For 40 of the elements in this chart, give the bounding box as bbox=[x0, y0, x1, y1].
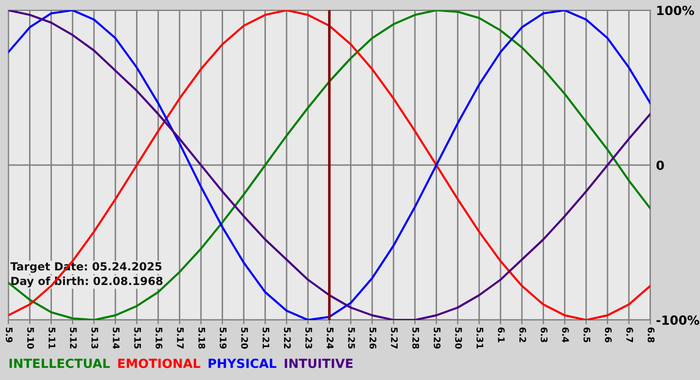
x-tick-label: 5.20 bbox=[241, 328, 248, 349]
text: INTELLECTUAL bbox=[10, 358, 110, 368]
x-tick-label: 5.11 bbox=[48, 328, 56, 349]
x-tick-label: 5.21 bbox=[262, 328, 270, 349]
x-tick-label: 6.3 bbox=[540, 327, 548, 342]
annotation: Day of birth: 02.08.1968 bbox=[11, 276, 163, 288]
x-tick-label: 5.10 bbox=[27, 328, 34, 349]
x-tick-label: 6.5 bbox=[583, 327, 590, 342]
x-tick-label: 5.31 bbox=[476, 328, 484, 349]
x-tick-label: 5.29 bbox=[434, 328, 441, 349]
x-tick-label: 6.4 bbox=[562, 327, 569, 342]
x-tick-label: 5.24 bbox=[326, 328, 334, 349]
y-tick-label: -100% bbox=[656, 315, 700, 325]
x-tick-label: 5.28 bbox=[412, 328, 420, 349]
text: INTUITIVE bbox=[284, 358, 353, 368]
x-tick-label: 6.6 bbox=[604, 327, 612, 342]
x-tick-label: 5.22 bbox=[284, 328, 291, 348]
x-tick-label: 5.25 bbox=[348, 328, 355, 349]
x-tick-label: 5.9 bbox=[6, 328, 13, 342]
y-tick-label: 0 bbox=[656, 160, 664, 170]
x-tick-label: 6.8 bbox=[648, 327, 655, 342]
x-tick-label: 6.7 bbox=[626, 327, 634, 342]
x-tick-label: 5.23 bbox=[305, 328, 312, 348]
x-tick-label: 5.19 bbox=[220, 328, 227, 349]
x-tick-label: 6.2 bbox=[519, 327, 526, 342]
x-tick-label: 5.13 bbox=[91, 328, 98, 348]
x-tick-label: 5.30 bbox=[455, 328, 462, 349]
x-tick-label: 5.17 bbox=[176, 328, 184, 348]
x-tick-label: 5.15 bbox=[134, 328, 141, 349]
line-series bbox=[8, 10, 650, 320]
text: PHYSICAL bbox=[208, 358, 276, 368]
x-tick-label: 5.27 bbox=[390, 328, 398, 348]
x-tick-label: 5.12 bbox=[70, 328, 77, 348]
x-tick-label: 6.1 bbox=[498, 327, 505, 342]
x-tick-label: 5.26 bbox=[370, 328, 376, 349]
x-tick-label: 5.18 bbox=[198, 328, 206, 349]
text: EMOTIONAL bbox=[118, 358, 200, 368]
x-tick-label: 5.14 bbox=[112, 328, 120, 349]
y-tick-label: 100% bbox=[657, 6, 694, 16]
x-tick-label: 5.16 bbox=[156, 328, 162, 349]
